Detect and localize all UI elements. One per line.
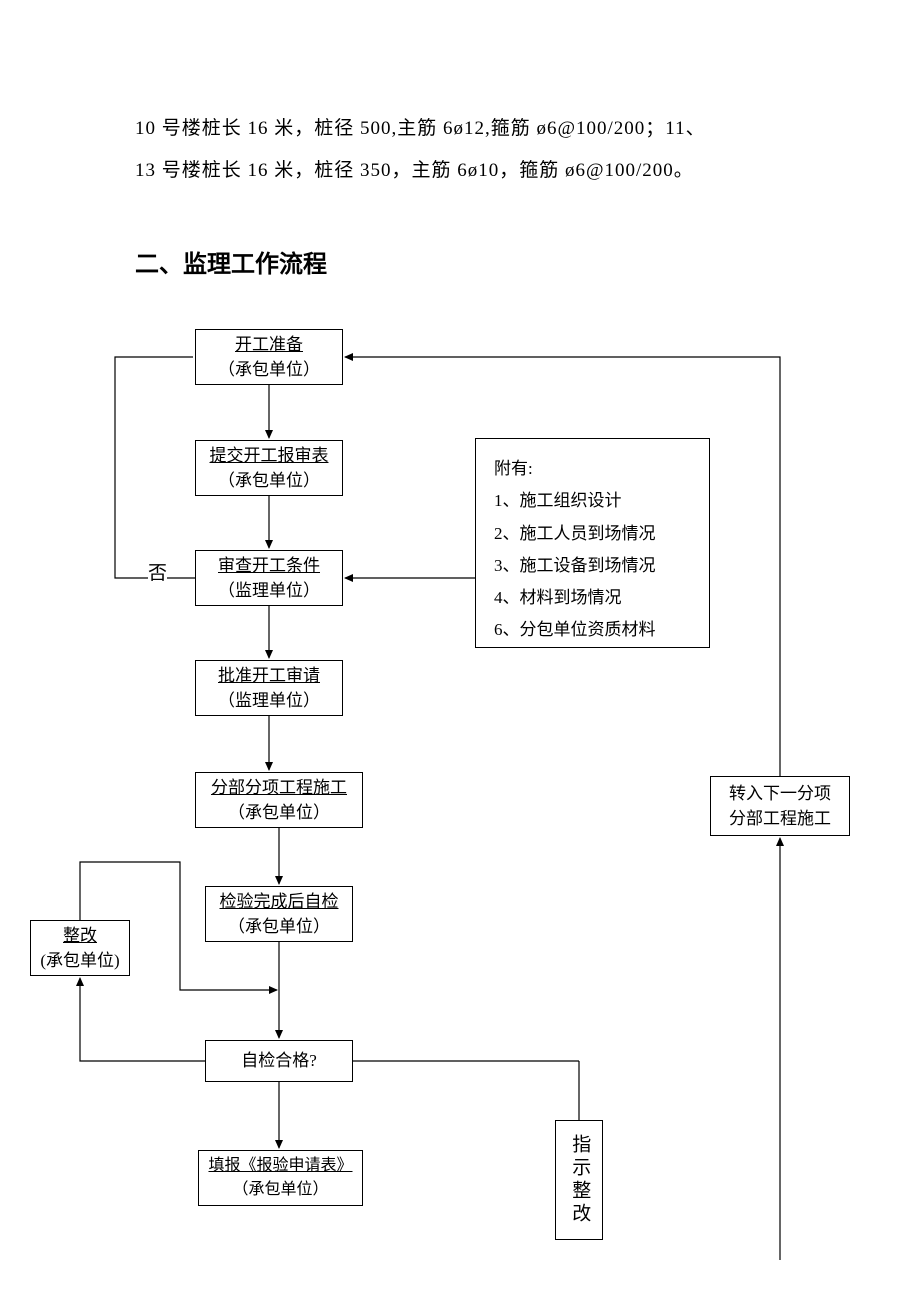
node-title: 整改 [63,923,97,949]
node-approve-request: 批准开工审请 （监理单位） [195,660,343,716]
page: 10 号楼桩长 16 米，桩径 500,主筋 6ø12,箍筋 ø6@100/20… [0,0,920,1302]
node-title: 批准开工审请 [218,663,320,689]
para-line2: 13 号楼桩长 16 米，桩径 350，主筋 6ø10，箍筋 ø6@100/20… [135,160,694,181]
para-line1: 10 号楼桩长 16 米，桩径 500,主筋 6ø12,箍筋 ø6@100/20… [135,118,706,139]
node-instruct-rectify: 指示整改 [555,1120,603,1240]
edge-label-no: 否 [148,558,167,585]
node-sub: （承包单位） [228,800,330,826]
node-title: 检验完成后自检 [220,889,339,915]
attach-line: 2、施工人员到场情况 [494,518,691,550]
node-fill-application: 填报《报验申请表》 （承包单位） [198,1150,363,1206]
node-submit-form: 提交开工报审表 （承包单位） [195,440,343,496]
node-pass-question: 自检合格? [205,1040,353,1082]
attach-line: 6、分包单位资质材料 [494,614,691,646]
node-start-prep: 开工准备 （承包单位） [195,329,343,385]
node-title: 分部分项工程施工 [211,775,347,801]
node-sub: （承包单位） [218,357,320,383]
node-next-phase: 转入下一分项 分部工程施工 [710,776,850,836]
flowchart-edges [0,0,920,1302]
node-title: 指示整改 [565,1134,594,1226]
node-title: 开工准备 [235,332,303,358]
node-title: 自检合格? [241,1048,317,1074]
node-title: 提交开工报审表 [210,443,329,469]
node-sub: （承包单位） [228,914,330,940]
node-title: 转入下一分项 [729,781,831,807]
attach-line: 3、施工设备到场情况 [494,550,691,582]
node-rectify: 整改 (承包单位) [30,920,130,976]
node-title: 审查开工条件 [218,553,320,579]
node-review-conditions: 审查开工条件 （监理单位） [195,550,343,606]
node-sub: （监理单位） [218,688,320,714]
node-sub: （承包单位） [218,468,320,494]
node-construction: 分部分项工程施工 （承包单位） [195,772,363,828]
node-sub: （监理单位） [218,578,320,604]
section-heading: 二、监理工作流程 [135,244,327,279]
node-self-inspect: 检验完成后自检 （承包单位） [205,886,353,942]
attach-line: 4、材料到场情况 [494,582,691,614]
node-title: 填报《报验申请表》 [208,1154,352,1178]
node-sub: (承包单位) [40,948,119,974]
attach-line: 附有: [494,453,691,485]
attach-line: 1、施工组织设计 [494,485,691,517]
attachment-box: 附有: 1、施工组织设计 2、施工人员到场情况 3、施工设备到场情况 4、材料到… [475,438,710,648]
node-sub: （承包单位） [232,1178,328,1202]
intro-paragraph: 10 号楼桩长 16 米，桩径 500,主筋 6ø12,箍筋 ø6@100/20… [135,108,795,192]
node-sub: 分部工程施工 [729,806,831,832]
